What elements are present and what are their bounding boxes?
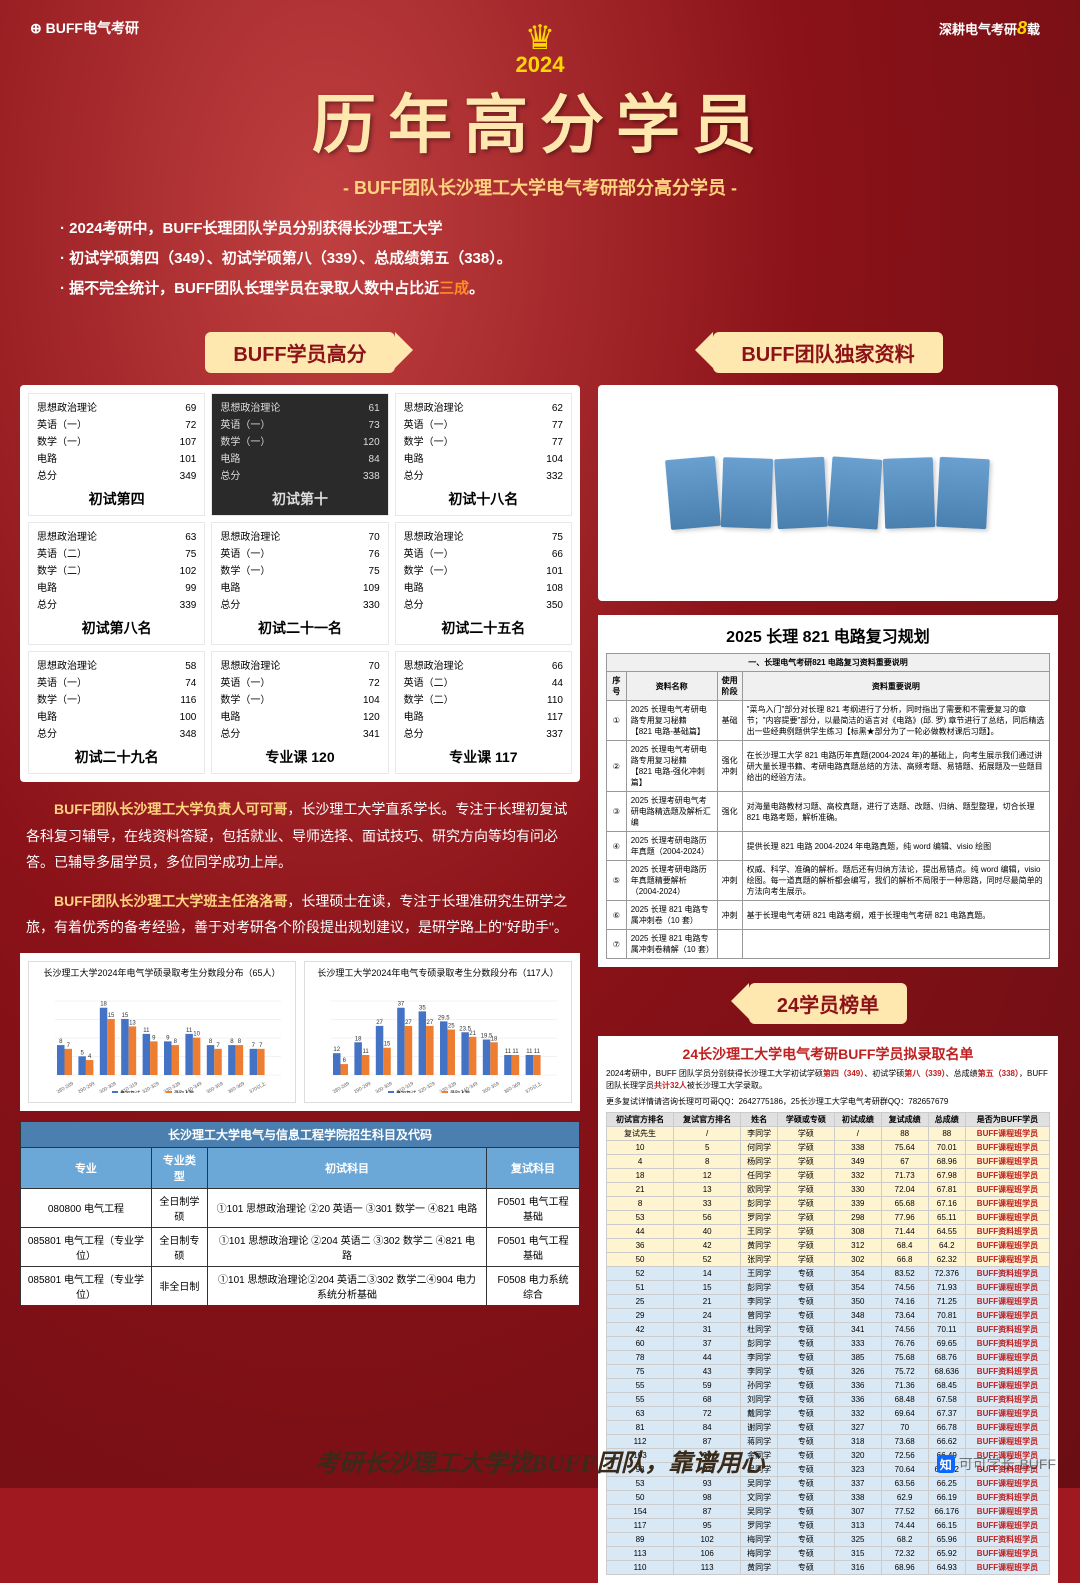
svg-text:360-369: 360-369 <box>227 1081 246 1093</box>
svg-text:11: 11 <box>512 1049 519 1055</box>
svg-text:27: 27 <box>405 1020 412 1026</box>
svg-text:参加复试: 参加复试 <box>120 1090 140 1093</box>
score-card: 思想政治理论62英语（一）77数学（一）77电路104总分332初试十八名 <box>395 393 572 516</box>
page-title: 历年高分学员 <box>30 74 1050 166</box>
svg-text:录取人数: 录取人数 <box>174 1090 194 1093</box>
svg-text:320-329: 320-329 <box>417 1081 436 1093</box>
roster-sub2: 更多复试详情请咨询长理可可哥QQ：2642775186，25长沙理工大学电气考研… <box>606 1096 1050 1108</box>
svg-text:35: 35 <box>419 1005 426 1011</box>
svg-text:11: 11 <box>505 1049 512 1055</box>
svg-text:6: 6 <box>343 1058 347 1064</box>
svg-text:18: 18 <box>491 1036 498 1042</box>
svg-text:15: 15 <box>384 1042 391 1048</box>
majors-table: 长沙理工大学电气与信息工程学院招生科目及代码 专业专业类型初试科目复试科目 08… <box>20 1121 580 1306</box>
section-tag-roster: 24学员榜单 <box>749 983 907 1024</box>
score-card: 思想政治理论61英语（一）73数学（一）120电路84总分338初试第十 <box>211 393 388 516</box>
plan-title: 2025 长理 821 电路复习规划 <box>606 623 1050 647</box>
svg-text:11: 11 <box>186 1028 193 1034</box>
svg-text:21: 21 <box>469 1031 476 1037</box>
roster-sub1: 2024考研中，BUFF 团队学员分别获得长沙理工大学初试学硕第四（349）、初… <box>606 1068 1050 1092</box>
svg-text:9: 9 <box>152 1035 156 1041</box>
svg-text:370以上: 370以上 <box>524 1080 543 1093</box>
score-card: 思想政治理论75英语（一）66数学（一）101电路108总分350初试二十五名 <box>395 522 572 645</box>
charts-panel: 长沙理工大学2024年电气学硕录取考生分数段分布（65人） 87280-2895… <box>20 953 580 1111</box>
page-subtitle: - BUFF团队长沙理工大学电气考研部分高分学员 - <box>30 174 1050 200</box>
score-card: 思想政治理论70英语（一）76数学（一）75电路109总分330初试二十一名 <box>211 522 388 645</box>
zhihu-icon: 知 <box>937 1455 955 1473</box>
svg-text:5: 5 <box>80 1050 84 1056</box>
svg-text:320-329: 320-329 <box>141 1081 160 1093</box>
intro-text-2: BUFF团队长沙理工大学班主任洛洛哥，长理硕士在读，专注于长理准研究生研学之旅，… <box>26 888 574 941</box>
tagline: 深耕电气考研8载 <box>939 18 1040 39</box>
svg-text:18: 18 <box>355 1036 362 1042</box>
footer-slogan: 考研长沙理工大学找BUFF团队，靠谱用心 <box>0 1443 1080 1478</box>
chart-right: 126280-2891811290-2992715300-3093727310-… <box>309 983 567 1093</box>
section-tag-materials: BUFF团队独家资料 <box>713 332 942 373</box>
score-card: 思想政治理论69英语（一）72数学（一）107电路101总分349初试第四 <box>28 393 205 516</box>
watermark: 知可可学长-BUFF <box>937 1454 1056 1474</box>
svg-text:8: 8 <box>174 1039 178 1045</box>
score-card: 思想政治理论66英语（二）44数学（二）110电路117总分337专业课 117 <box>395 651 572 774</box>
chart-left: 87280-28954290-2991815300-3091513310-319… <box>33 983 291 1093</box>
svg-text:15: 15 <box>108 1013 115 1019</box>
svg-text:27: 27 <box>376 1020 383 1026</box>
svg-text:参加复试: 参加复试 <box>396 1090 416 1093</box>
svg-text:9: 9 <box>166 1035 170 1041</box>
score-card: 思想政治理论63英语（二）75数学（二）102电路99总分339初试第八名 <box>28 522 205 645</box>
svg-text:280-289: 280-289 <box>332 1081 351 1093</box>
svg-text:8: 8 <box>230 1039 234 1045</box>
svg-text:280-289: 280-289 <box>56 1081 75 1093</box>
books-illustration <box>606 393 1050 593</box>
svg-text:10: 10 <box>193 1032 200 1038</box>
highlight-bullets: · 2024考研中，BUFF长理团队学员分别获得长沙理工大学 · 初试学硕第四（… <box>60 214 1020 304</box>
svg-text:7: 7 <box>216 1043 220 1049</box>
svg-text:11: 11 <box>534 1049 541 1055</box>
svg-text:370以上: 370以上 <box>248 1080 267 1093</box>
score-grid-panel: 思想政治理论69英语（一）72数学（一）107电路101总分349初试第四思想政… <box>20 385 580 782</box>
score-card: 思想政治理论70英语（一）72数学（一）104电路120总分341专业课 120 <box>211 651 388 774</box>
svg-text:11: 11 <box>526 1049 533 1055</box>
svg-text:350-359: 350-359 <box>482 1081 501 1093</box>
svg-text:290-299: 290-299 <box>353 1081 372 1093</box>
svg-text:录取人数: 录取人数 <box>450 1090 470 1093</box>
plan-panel: 2025 长理 821 电路复习规划 一、长理电气考研821 电路复习资料重要说… <box>598 615 1058 967</box>
roster-title: 24长沙理工大学电气考研BUFF学员拟录取名单 <box>606 1044 1050 1064</box>
svg-text:11: 11 <box>363 1049 370 1055</box>
svg-text:37: 37 <box>398 1002 405 1008</box>
svg-text:25: 25 <box>448 1024 455 1030</box>
materials-panel <box>598 385 1058 601</box>
section-tag-scores: BUFF学员高分 <box>205 332 394 373</box>
svg-text:7: 7 <box>67 1043 71 1049</box>
svg-text:12: 12 <box>333 1047 340 1053</box>
svg-text:360-369: 360-369 <box>503 1081 522 1093</box>
svg-text:8: 8 <box>59 1039 63 1045</box>
svg-text:7: 7 <box>252 1043 256 1049</box>
svg-text:290-299: 290-299 <box>77 1081 96 1093</box>
svg-text:4: 4 <box>88 1054 92 1060</box>
svg-text:8: 8 <box>209 1039 213 1045</box>
svg-text:11: 11 <box>143 1028 150 1034</box>
svg-text:18: 18 <box>100 1002 107 1008</box>
svg-text:27: 27 <box>426 1020 433 1026</box>
svg-text:13: 13 <box>129 1020 136 1026</box>
svg-text:8: 8 <box>238 1039 242 1045</box>
intro-text-1: BUFF团队长沙理工大学负责人可可哥，长沙理工大学直系学长。专注于长理初复试各科… <box>26 796 574 876</box>
score-card: 思想政治理论58英语（一）74数学（一）116电路100总分348初试二十九名 <box>28 651 205 774</box>
svg-text:350-359: 350-359 <box>206 1081 225 1093</box>
svg-text:15: 15 <box>122 1013 129 1019</box>
svg-text:29.5: 29.5 <box>438 1015 450 1021</box>
svg-text:7: 7 <box>259 1043 263 1049</box>
roster-panel: 24长沙理工大学电气考研BUFF学员拟录取名单 2024考研中，BUFF 团队学… <box>598 1036 1058 1583</box>
chart-right-title: 长沙理工大学2024年电气专硕录取考生分数段分布（117人） <box>309 966 567 979</box>
chart-left-title: 长沙理工大学2024年电气学硕录取考生分数段分布（65人） <box>33 966 291 979</box>
